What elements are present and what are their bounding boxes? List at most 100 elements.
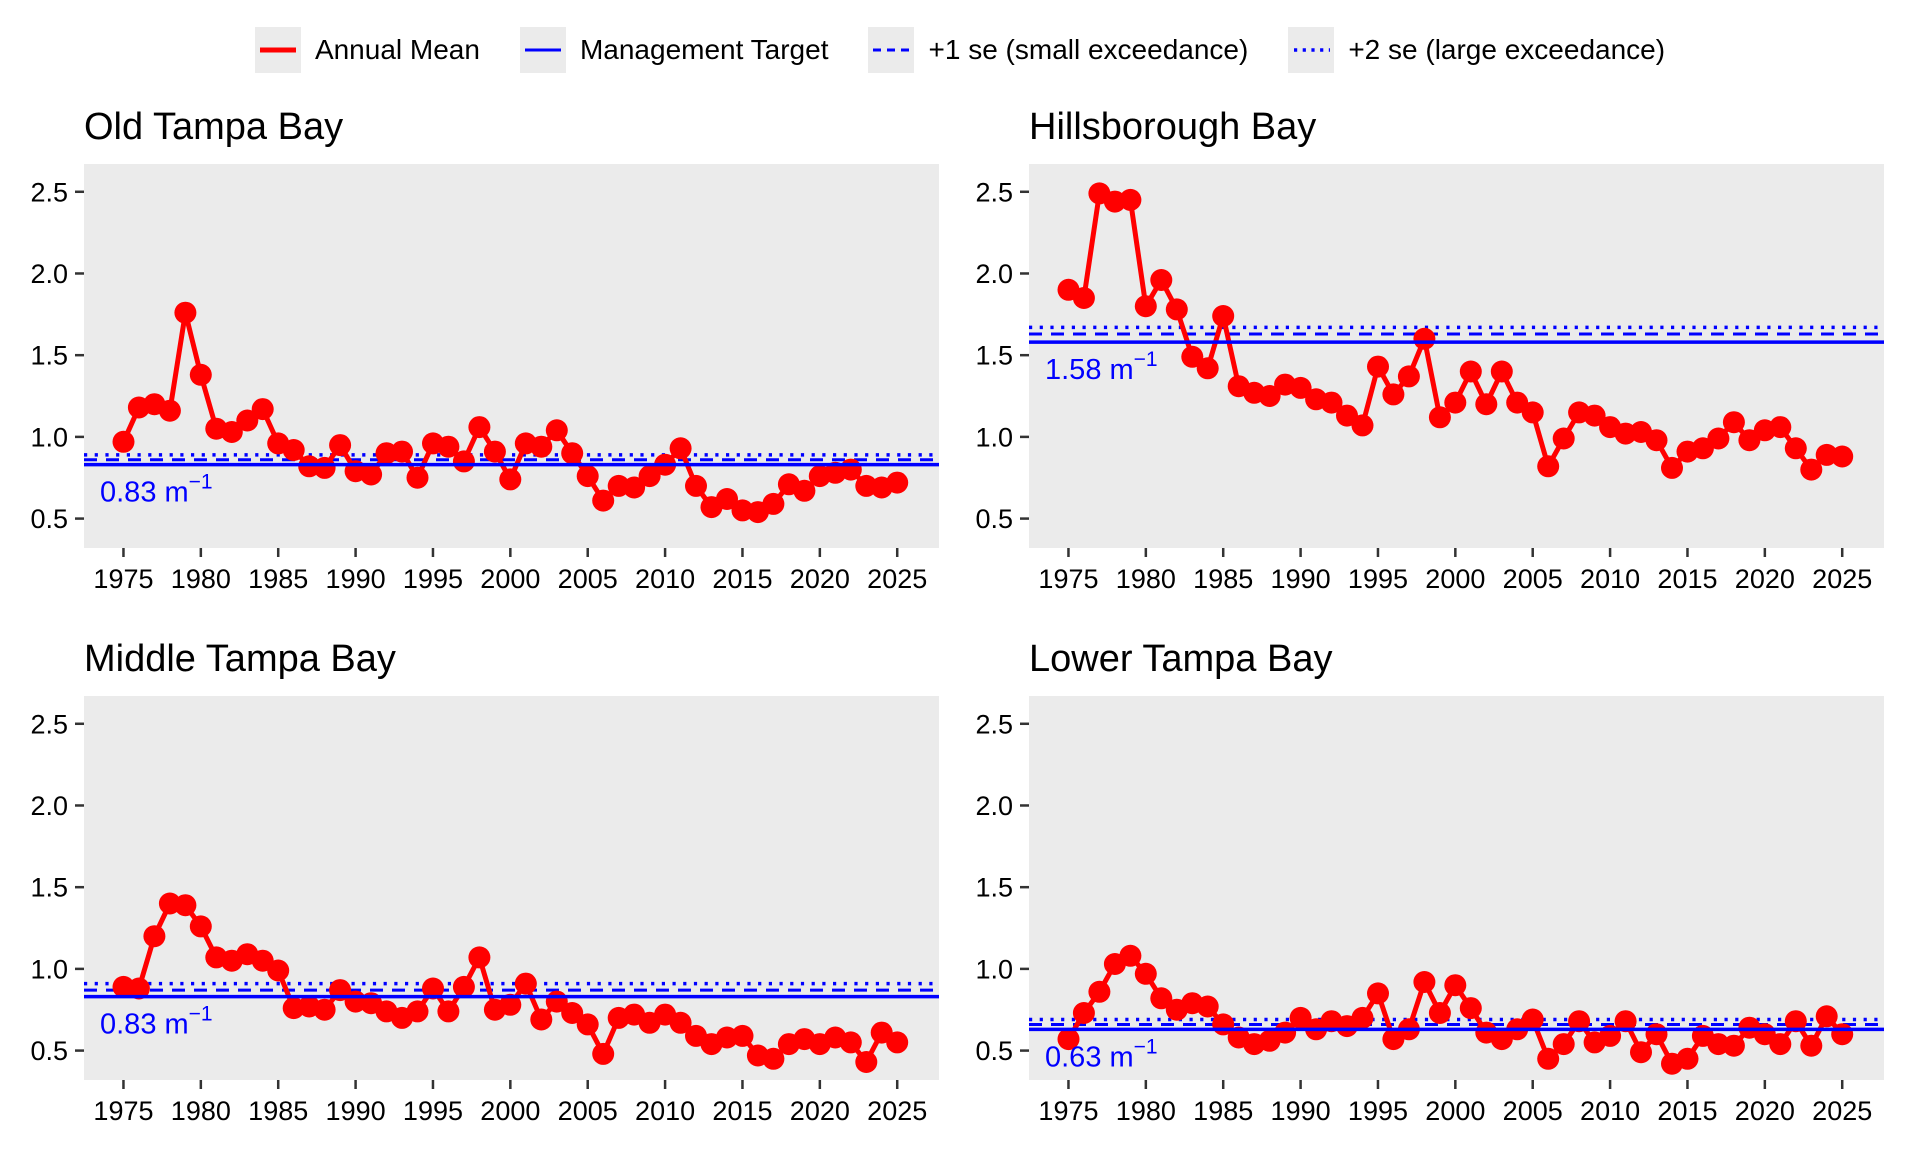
data-point	[499, 993, 522, 1016]
data-point	[1521, 1008, 1544, 1031]
annual-mean-key-icon	[254, 27, 301, 73]
data-point	[1397, 365, 1420, 388]
y-tick-label: 1.0	[30, 422, 68, 452]
data-point	[855, 1051, 878, 1073]
data-points	[112, 892, 909, 1073]
data-point	[886, 1031, 909, 1054]
data-point	[592, 1042, 615, 1065]
data-point	[1583, 404, 1606, 427]
x-tick-label: 1980	[1116, 1096, 1176, 1126]
y-tick-label: 2.5	[30, 177, 68, 207]
x-tick-label: 1975	[1038, 564, 1098, 594]
x-tick-label: 2005	[558, 1096, 618, 1126]
data-point	[1119, 188, 1142, 211]
x-tick-label: 1980	[171, 1096, 231, 1126]
legend: Annual Mean Management Target +1 se (sma…	[0, 22, 1920, 78]
data-point	[422, 977, 444, 1000]
data-point	[158, 399, 181, 422]
data-point	[1274, 1021, 1297, 1044]
data-point	[189, 915, 212, 938]
x-tick-label: 1975	[93, 1096, 153, 1126]
data-point	[1537, 1047, 1560, 1070]
data-point	[762, 1047, 785, 1070]
plot-background	[84, 696, 939, 1080]
data-point	[731, 1024, 754, 1047]
panel-title: Old Tampa Bay	[84, 106, 344, 148]
data-point	[1134, 295, 1157, 318]
x-tick-label: 2025	[1812, 1096, 1872, 1126]
data-point	[143, 925, 166, 948]
data-point	[1289, 376, 1312, 399]
data-point	[452, 450, 475, 473]
data-point	[1413, 327, 1436, 350]
data-point	[685, 474, 707, 497]
y-tick-label: 1.5	[30, 341, 68, 371]
data-point	[669, 437, 692, 460]
x-tick-label: 1990	[326, 564, 386, 594]
data-point	[1831, 445, 1854, 468]
data-point	[1459, 997, 1482, 1020]
x-tick-label: 2005	[1503, 1096, 1563, 1126]
target-label: 1.58 m−1	[1045, 348, 1158, 386]
x-tick-label: 2000	[1425, 564, 1485, 594]
x-tick-label: 1980	[171, 564, 231, 594]
y-tick-label: 1.5	[975, 341, 1013, 371]
data-point	[1769, 1033, 1792, 1056]
data-point	[1367, 355, 1389, 378]
x-tick-label: 2000	[1425, 1096, 1485, 1126]
data-point	[1800, 458, 1823, 481]
y-tick-label: 2.0	[975, 791, 1013, 821]
data-point	[1134, 962, 1157, 985]
data-point	[561, 1002, 584, 1024]
data-point	[1351, 414, 1374, 437]
y-tick-label: 1.0	[30, 954, 68, 984]
data-point	[576, 1013, 599, 1036]
x-tick-label: 2020	[1735, 564, 1795, 594]
data-point	[1552, 427, 1575, 450]
x-tick-label: 2005	[1503, 564, 1563, 594]
data-point	[1119, 944, 1142, 967]
data-point	[1150, 987, 1173, 1010]
data-point	[1413, 971, 1436, 993]
x-tick-label: 2025	[1812, 564, 1872, 594]
x-tick-label: 2000	[480, 1096, 540, 1126]
data-point	[1382, 383, 1405, 406]
legend-label: +2 se (large exceedance)	[1348, 34, 1666, 65]
data-point	[886, 471, 909, 494]
data-point	[1444, 391, 1467, 414]
data-point	[282, 439, 305, 461]
x-tick-label: 1995	[1348, 564, 1408, 594]
x-tick-label: 2010	[1580, 564, 1640, 594]
chart-old-tampa-bay: 0.83 m−1 1975 1980 1985 1990 1995 2000 2005 2010…	[30, 164, 939, 594]
x-tick-label: 2010	[1580, 1096, 1640, 1126]
data-point	[406, 1000, 429, 1023]
data-point	[1150, 269, 1173, 291]
data-point	[1351, 1006, 1374, 1029]
data-point	[112, 430, 135, 453]
target-label: 0.83 m−1	[100, 1003, 213, 1041]
data-point	[1289, 1006, 1312, 1029]
data-point	[1784, 1010, 1807, 1033]
panel-lower-tampa-bay: Lower Tampa Bay 0.63 m−1 1975 1980 1985 1990…	[959, 636, 1904, 1142]
x-tick-label: 2015	[712, 1096, 772, 1126]
plus1se-key-icon	[868, 27, 915, 73]
target-label: 0.83 m−1	[100, 471, 213, 509]
data-point	[1722, 411, 1745, 434]
y-tick-label: 2.5	[975, 709, 1013, 739]
x-tick-label: 2015	[1657, 1096, 1717, 1126]
data-point	[1196, 357, 1219, 380]
panel-grid: Old Tampa Bay 0.83 m−1 1975 1980 1985 1990 19…	[14, 104, 1920, 1142]
data-point	[483, 440, 506, 463]
data-point	[1769, 416, 1792, 439]
data-point	[638, 465, 661, 488]
x-tick-label: 2020	[790, 1096, 850, 1126]
data-point	[360, 463, 383, 486]
data-point	[437, 1000, 460, 1023]
x-tick-label: 1990	[1271, 1096, 1331, 1126]
x-tick-label: 1995	[403, 1096, 463, 1126]
data-point	[437, 435, 460, 458]
plus2se-key-icon	[1288, 27, 1335, 73]
data-point	[1428, 1002, 1451, 1024]
x-tick-label: 2015	[712, 564, 772, 594]
y-tick-label: 2.5	[30, 709, 68, 739]
